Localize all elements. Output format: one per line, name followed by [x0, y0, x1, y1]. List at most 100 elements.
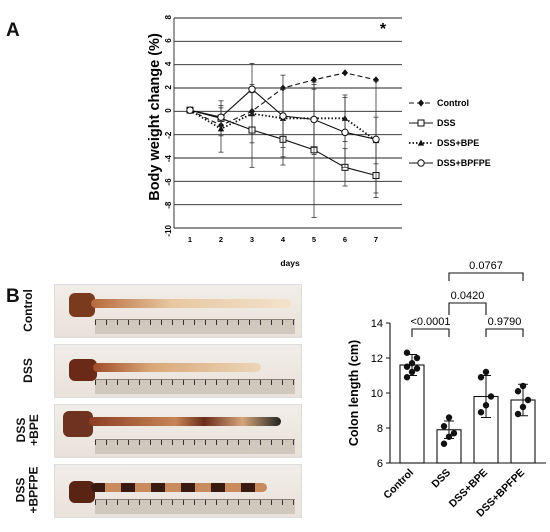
- y-tick-label: -2: [164, 131, 173, 139]
- y-tick-label: 4: [164, 61, 173, 66]
- data-point: [514, 388, 522, 395]
- data-point: [477, 409, 485, 416]
- data-point: [524, 396, 532, 404]
- legend-item: DSS: [409, 118, 456, 128]
- legend-item: Control: [409, 98, 469, 108]
- legend-marker: [417, 159, 425, 167]
- y-axis-label: Body weight change (%): [147, 33, 163, 201]
- x-tick-label: 2: [219, 235, 223, 244]
- data-point: [450, 430, 458, 437]
- photo-row-dss-bpe: DSS +BPE: [4, 402, 304, 458]
- data-point: [373, 76, 379, 84]
- photo-label-dss: DSS: [20, 357, 35, 383]
- data-point: [445, 433, 453, 440]
- legend-marker: [417, 139, 425, 146]
- data-point: [403, 349, 411, 356]
- y-tick-label: -10: [164, 224, 173, 236]
- x-tick-label: 7: [374, 235, 378, 244]
- data-point: [372, 135, 380, 144]
- photo-label-dss-bpfpe: DSS +BPFPE: [13, 466, 41, 514]
- data-point: [341, 128, 349, 137]
- data-point: [514, 410, 522, 418]
- data-point: [403, 363, 411, 370]
- data-point: [279, 112, 287, 120]
- y-tick-label: 10: [371, 388, 383, 400]
- data-point: [445, 414, 453, 421]
- legend-label: DSS: [437, 118, 456, 128]
- data-point: [413, 365, 421, 372]
- legend-item: DSS+BPE: [409, 138, 479, 148]
- significance-marker: *: [380, 21, 387, 38]
- data-point: [408, 368, 416, 376]
- panel-label-b: B: [6, 286, 20, 307]
- photo-row-control: Control: [4, 282, 304, 338]
- x-tick-label: 4: [281, 235, 286, 244]
- colon-photo-dss-bpfpe: [54, 464, 302, 518]
- comparison-dss-bpfpe: [448, 272, 524, 281]
- legend-item: DSS+BPFPE: [409, 158, 491, 168]
- legend-label: DSS+BPE: [437, 138, 479, 148]
- data-point: [310, 115, 318, 124]
- comparison-dss-bpe: [448, 302, 487, 315]
- y-tick-label: 14: [371, 318, 383, 330]
- y-tick-label: 8: [377, 423, 383, 435]
- y-tick-label: -6: [164, 178, 173, 186]
- legend-marker: [417, 119, 425, 127]
- comparison-dss-bpfpe-label: 0.0767: [469, 260, 503, 272]
- data-point: [440, 423, 448, 430]
- series-dss-bpfpe: [186, 63, 380, 199]
- data-point: [482, 402, 490, 409]
- bar: [399, 364, 425, 464]
- x-tick-label: 5: [312, 235, 316, 244]
- x-tick-label: Control: [381, 467, 416, 502]
- data-point: [217, 125, 225, 132]
- photo-row-dss: DSS: [4, 342, 304, 398]
- data-point: [487, 393, 495, 400]
- y-axis-label: Colon length (cm): [347, 340, 361, 446]
- comparison-dss-bpe-label: 0.0420: [451, 290, 485, 302]
- data-point: [482, 368, 490, 376]
- data-point: [519, 403, 527, 411]
- data-point: [408, 360, 416, 367]
- colon-photo-control: [54, 284, 302, 338]
- bar: [473, 395, 499, 464]
- data-point: [311, 76, 317, 84]
- data-point: [342, 69, 348, 77]
- comparison-control-dss: [411, 328, 450, 337]
- comparison-bpe-bpfpe-label: 0.9790: [488, 316, 522, 328]
- comparison-control-dss-label: <0.0001: [410, 316, 450, 328]
- y-tick-label: 2: [164, 84, 173, 89]
- photo-row-dss-bpfpe: DSS +BPFPE: [4, 462, 304, 518]
- legend-label: DSS+BPFPE: [437, 158, 491, 168]
- data-point: [477, 374, 485, 381]
- y-tick-label: -4: [164, 154, 173, 162]
- y-tick-label: 8: [164, 14, 173, 19]
- data-point: [413, 354, 421, 362]
- data-point: [217, 113, 225, 121]
- y-tick-label: -8: [164, 201, 173, 209]
- x-axis-label: days: [280, 258, 300, 268]
- data-point: [403, 374, 411, 381]
- x-tick-label: 6: [343, 235, 347, 244]
- x-tick-label: 3: [250, 235, 254, 244]
- data-point: [519, 382, 527, 390]
- colon-photo-dss-bpe: [54, 404, 302, 458]
- photo-label-dss-bpe: DSS +BPE: [14, 414, 41, 446]
- y-tick-label: 0: [164, 108, 173, 113]
- legend-marker: [418, 99, 424, 107]
- y-tick-label: 6: [377, 458, 383, 470]
- x-tick-label: 1: [188, 235, 192, 244]
- y-tick-label: 12: [371, 353, 383, 365]
- photo-label-control: Control: [20, 288, 35, 332]
- x-tick-label: DSS: [429, 467, 453, 491]
- data-point: [186, 106, 194, 114]
- data-point: [248, 85, 256, 93]
- y-tick-label: 6: [164, 38, 173, 43]
- colon-photo-dss: [54, 344, 302, 398]
- data-point: [440, 440, 448, 447]
- legend-label: Control: [437, 98, 469, 108]
- body-weight-chart: 8 6 4 2 0 -2 -4 -6 -8 -10 1 2 3 4 5 6 7 days Body weight c…: [147, 14, 491, 268]
- comparison-bpe-bpfpe: [485, 328, 524, 337]
- panel-label-a: A: [6, 20, 20, 41]
